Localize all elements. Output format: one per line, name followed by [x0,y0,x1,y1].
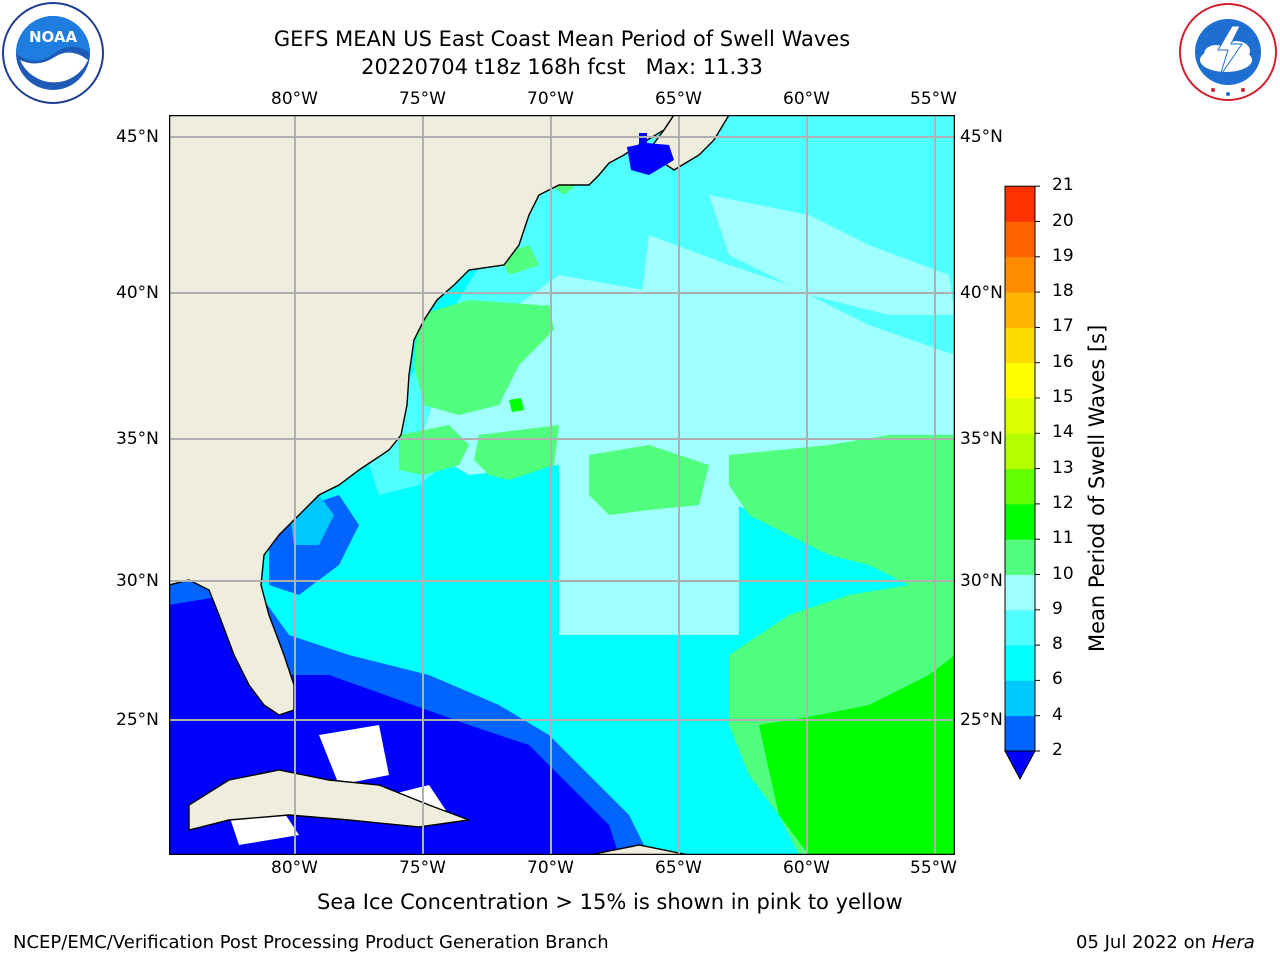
colorbar-tick-20: 20 [1052,210,1074,231]
noaa-logo-text: NOAA [29,28,78,46]
footer-date-text: 05 Jul 2022 on [1076,932,1212,953]
noaa-logo: NOAA [2,2,104,104]
colorbar-segment-12-13 [1005,468,1035,505]
lon-label-top-65w: 65°W [655,89,702,109]
colorbar-tick-13: 13 [1052,457,1074,478]
lon-label-bottom-80w: 80°W [271,858,318,878]
lon-label-bottom-70w: 70°W [527,858,574,878]
lat-label-right-40n: 40°N [960,283,1003,303]
lon-label-top-60w: 60°W [783,89,830,109]
colorbar-tick-4: 4 [1052,704,1063,725]
graticule [169,115,955,855]
colorbar-segment-2-4 [1005,715,1035,752]
colorbar-tick-6: 6 [1052,669,1063,690]
sea-ice-note: Sea Ice Concentration > 15% is shown in … [317,890,903,914]
colorbar-segment-14-15 [1005,398,1035,434]
colorbar-segment-6-8 [1005,645,1035,681]
lat-label-left-40n: 40°N [116,283,159,303]
lat-label-right-25n: 25°N [960,710,1003,730]
footer-date: 05 Jul 2022 on Hera [1076,932,1255,953]
lat-label-left-45n: 45°N [116,127,159,147]
colorbar-segment-18-19 [1005,256,1035,293]
lon-label-top-80w: 80°W [271,89,318,109]
colorbar-tick-19: 19 [1052,245,1074,266]
chart-title: GEFS MEAN US East Coast Mean Period of S… [273,27,851,51]
colorbar-tick-14: 14 [1052,422,1074,443]
colorbar-segment-4-6 [1005,680,1035,717]
colorbar-tick-16: 16 [1052,351,1074,372]
colorbar-tick-18: 18 [1052,281,1074,302]
lat-label-left-25n: 25°N [116,710,159,730]
colorbar-tick-9: 9 [1052,598,1063,619]
colorbar-tick-17: 17 [1052,316,1074,337]
lat-label-right-45n: 45°N [960,127,1003,147]
colorbar-title: Mean Period of Swell Waves [s] [1085,324,1109,652]
lon-label-bottom-60w: 60°W [783,858,830,878]
lon-label-bottom-75w: 75°W [399,858,446,878]
colorbar-segment-13-14 [1005,433,1035,469]
colorbar-tick-15: 15 [1052,387,1074,407]
colorbar-segment-19-20 [1005,221,1035,258]
colorbar-segment-11-12 [1005,503,1035,540]
colorbar-segment-16-17 [1005,327,1035,364]
chart-subtitle: 20220704 t18z 168h fcst Max: 11.33 [361,55,763,79]
lat-label-right-30n: 30°N [960,571,1003,591]
colorbar [995,185,1045,785]
colorbar-segment-15-16 [1005,362,1035,399]
footer-machine: Hera [1211,932,1255,953]
lon-label-top-70w: 70°W [527,89,574,109]
lon-label-top-55w: 55°W [910,89,957,109]
colorbar-tick-8: 8 [1052,634,1063,655]
colorbar-tick-21: 21 [1052,175,1074,196]
colorbar-under-triangle [1004,750,1036,781]
colorbar-segment-10-11 [1005,539,1035,575]
colorbar-tick-10: 10 [1052,563,1074,584]
lat-label-right-35n: 35°N [960,429,1003,449]
lat-label-left-30n: 30°N [116,571,159,591]
nws-logo [1178,2,1278,102]
lon-label-bottom-55w: 55°W [910,858,957,878]
swell-period-field [169,115,955,855]
colorbar-segment-20-21 [1005,186,1035,222]
colorbar-segment-8-9 [1005,609,1035,646]
footer-branch: NCEP/EMC/Verification Post Processing Pr… [13,932,609,953]
colorbar-tick-11: 11 [1052,528,1074,549]
lon-label-bottom-65w: 65°W [655,858,702,878]
colorbar-tick-12: 12 [1052,492,1074,513]
lat-label-left-35n: 35°N [116,429,159,449]
colorbar-segment-9-10 [1005,574,1035,611]
map-panel [168,114,956,856]
colorbar-tick-2: 2 [1052,740,1063,760]
colorbar-segment-17-18 [1005,292,1035,328]
lon-label-top-75w: 75°W [399,89,446,109]
